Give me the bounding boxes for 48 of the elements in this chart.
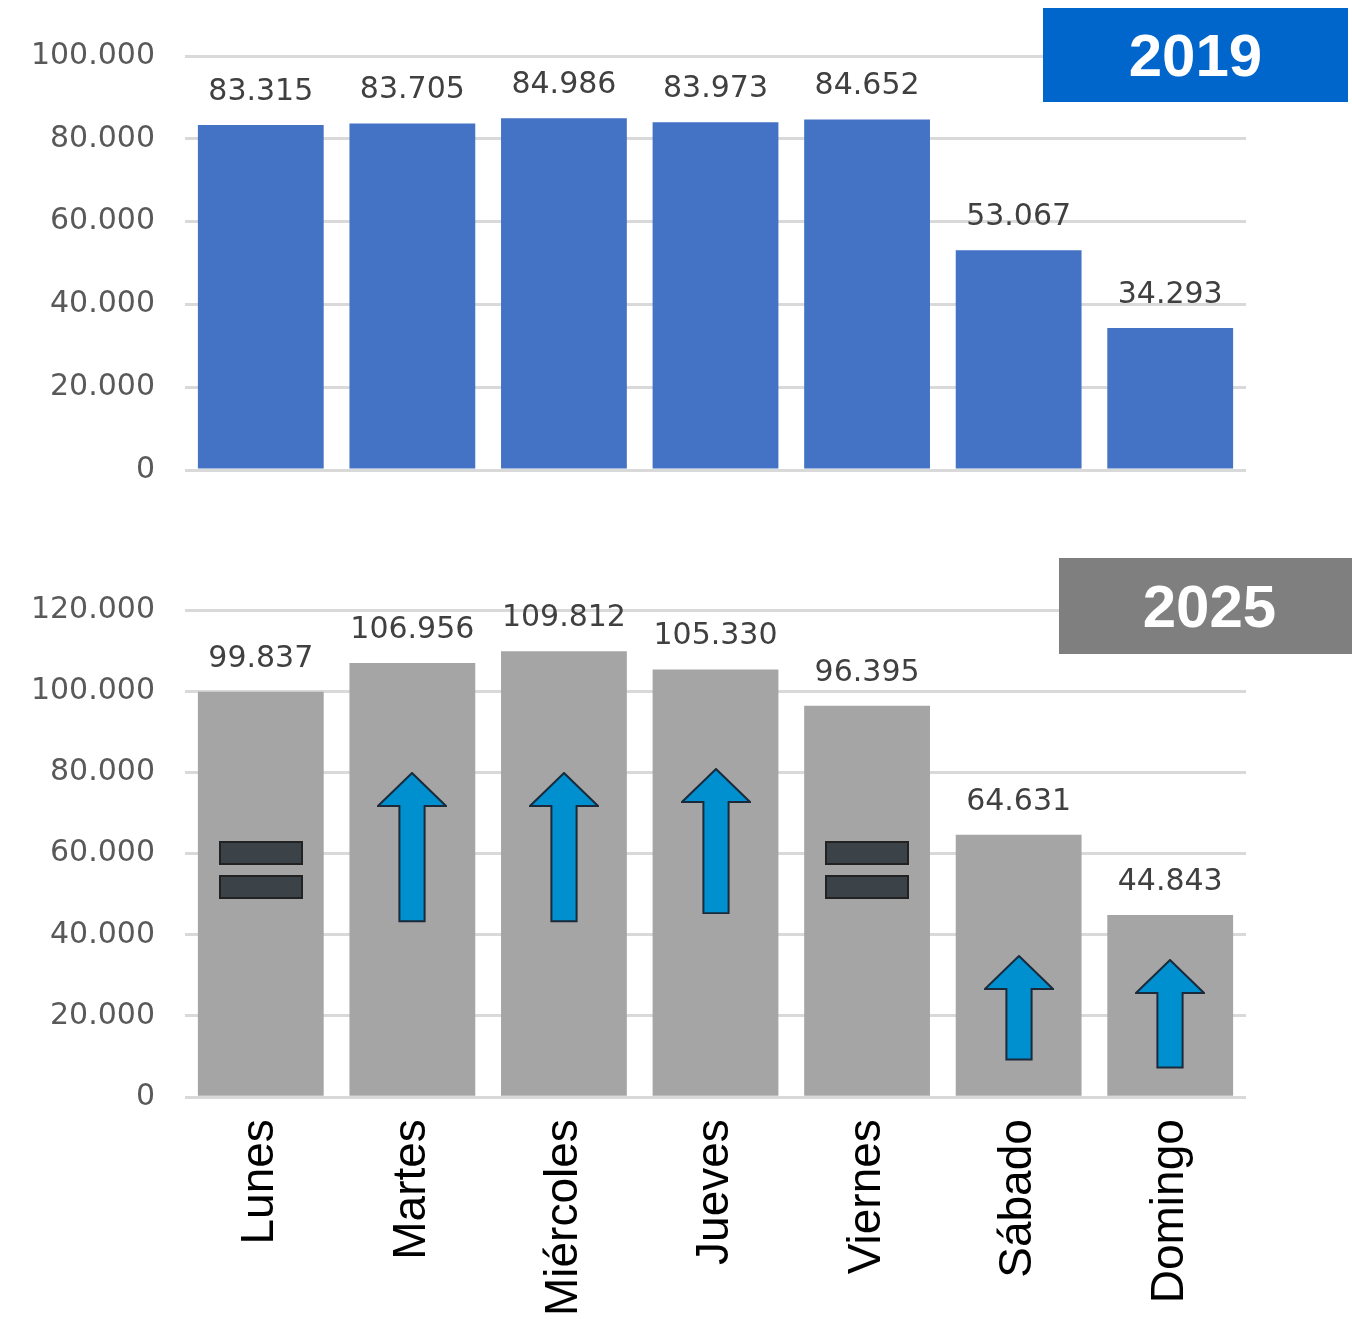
data-label: 105.330	[653, 616, 778, 652]
bar	[955, 250, 1082, 469]
bar	[804, 705, 930, 1096]
y-tick-label: 80.000	[50, 752, 155, 788]
y-tick-label: 100.000	[30, 670, 155, 706]
data-label: 44.843	[1117, 861, 1223, 897]
y-tick-label: 40.000	[50, 284, 155, 320]
x-tick-label: Martes	[383, 1119, 436, 1260]
data-label: 84.986	[511, 64, 617, 100]
y-tick-label: 80.000	[50, 118, 155, 154]
y-tick-label: 20.000	[50, 367, 155, 402]
x-tick-label: Domingo	[1140, 1119, 1193, 1304]
data-label: 83.315	[208, 71, 314, 107]
y-tick-label: 0	[135, 449, 155, 485]
bar	[501, 651, 627, 1096]
y-tick-label: 60.000	[50, 833, 155, 869]
data-label: 53.067	[966, 197, 1072, 233]
bar	[804, 119, 930, 469]
data-label: 109.812	[501, 598, 626, 634]
y-tick-label: 60.000	[50, 201, 155, 237]
bar	[652, 122, 779, 469]
bar	[197, 691, 324, 1096]
chart-title: 2025	[1059, 558, 1352, 654]
data-label: 99.837	[208, 638, 314, 674]
data-label: 83.705	[359, 70, 465, 106]
x-tick-label: Jueves	[686, 1119, 739, 1265]
x-tick-label: Lunes	[231, 1119, 284, 1245]
y-tick-label: 120.000	[30, 589, 155, 625]
x-tick-label: Viernes	[837, 1119, 890, 1275]
y-tick-label: 0	[135, 1076, 155, 1112]
bar	[501, 118, 627, 469]
x-tick-label: Sábado	[989, 1119, 1042, 1278]
bar	[349, 123, 476, 469]
data-label: 84.652	[814, 66, 920, 102]
y-tick-label: 20.000	[50, 995, 155, 1031]
chart-title: 2019	[1043, 8, 1348, 102]
data-label: 106.956	[350, 609, 475, 645]
y-tick-label: 100.000	[30, 35, 155, 71]
bar	[197, 125, 324, 469]
y-tick-label: 40.000	[50, 914, 155, 950]
x-tick-label: Miércoles	[534, 1119, 587, 1316]
data-label: 34.293	[1117, 274, 1223, 310]
bar	[1107, 328, 1234, 469]
data-label: 83.973	[663, 69, 768, 105]
bar	[652, 669, 779, 1096]
data-label: 96.395	[814, 652, 920, 688]
bar	[349, 662, 476, 1096]
data-label: 64.631	[966, 781, 1072, 817]
